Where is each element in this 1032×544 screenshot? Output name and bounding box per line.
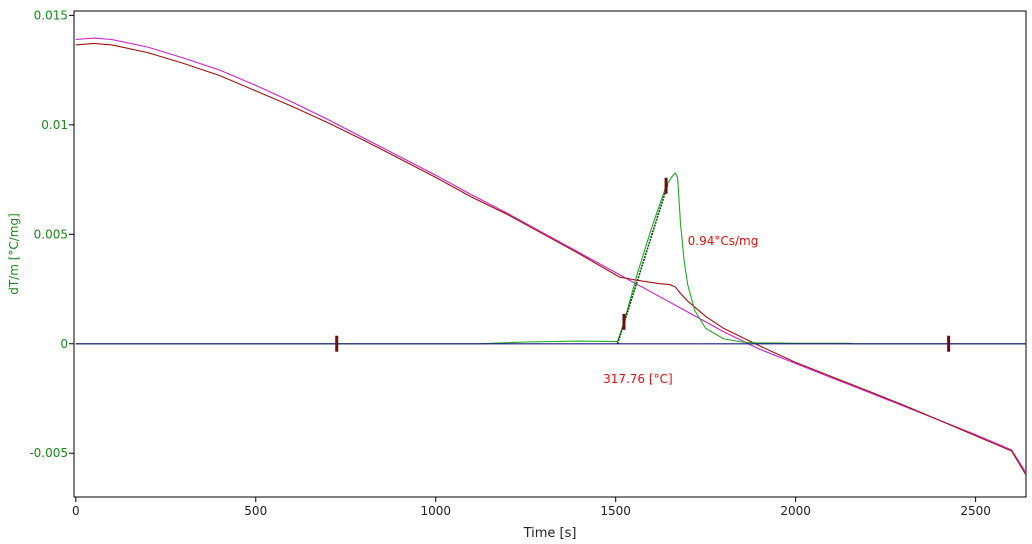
annotation-label: 317.76 [°C] bbox=[603, 372, 673, 386]
plot-frame bbox=[73, 10, 1027, 498]
x-axis: 0 500 1000 1500 2000 2500 bbox=[72, 497, 991, 518]
y-tick-label: 0.015 bbox=[34, 8, 68, 22]
x-tick-label: 1500 bbox=[600, 504, 631, 518]
annotations: 0.94°Cs/mg 317.76 [°C] bbox=[603, 234, 758, 386]
y-tick-label: -0.005 bbox=[29, 446, 68, 460]
y-tick-label: 0.01 bbox=[41, 118, 68, 132]
series-line bbox=[616, 183, 669, 345]
x-tick-label: 1000 bbox=[420, 504, 451, 518]
integration-marker bbox=[947, 335, 951, 352]
y-tick-label: 0 bbox=[60, 337, 68, 351]
markers bbox=[335, 177, 951, 352]
series-line bbox=[75, 172, 1026, 345]
series-line bbox=[75, 42, 1027, 476]
integration-marker bbox=[335, 335, 339, 352]
y-tick-label: 0.005 bbox=[34, 227, 68, 241]
integration-marker bbox=[622, 313, 626, 330]
x-tick-label: 2500 bbox=[960, 504, 991, 518]
integration-marker bbox=[664, 177, 668, 194]
y-axis: 0.015 0.01 0.005 0 -0.005 bbox=[29, 8, 74, 460]
plot-series bbox=[75, 37, 1027, 476]
x-tick-label: 500 bbox=[244, 504, 267, 518]
annotation-label: 0.94°Cs/mg bbox=[688, 234, 759, 248]
series-line bbox=[75, 37, 1027, 474]
x-tick-label: 2000 bbox=[780, 504, 811, 518]
y-axis-label: dT/m [°C/mg] bbox=[7, 213, 21, 295]
x-tick-label: 0 bbox=[72, 504, 80, 518]
x-axis-label: Time [s] bbox=[523, 526, 577, 541]
